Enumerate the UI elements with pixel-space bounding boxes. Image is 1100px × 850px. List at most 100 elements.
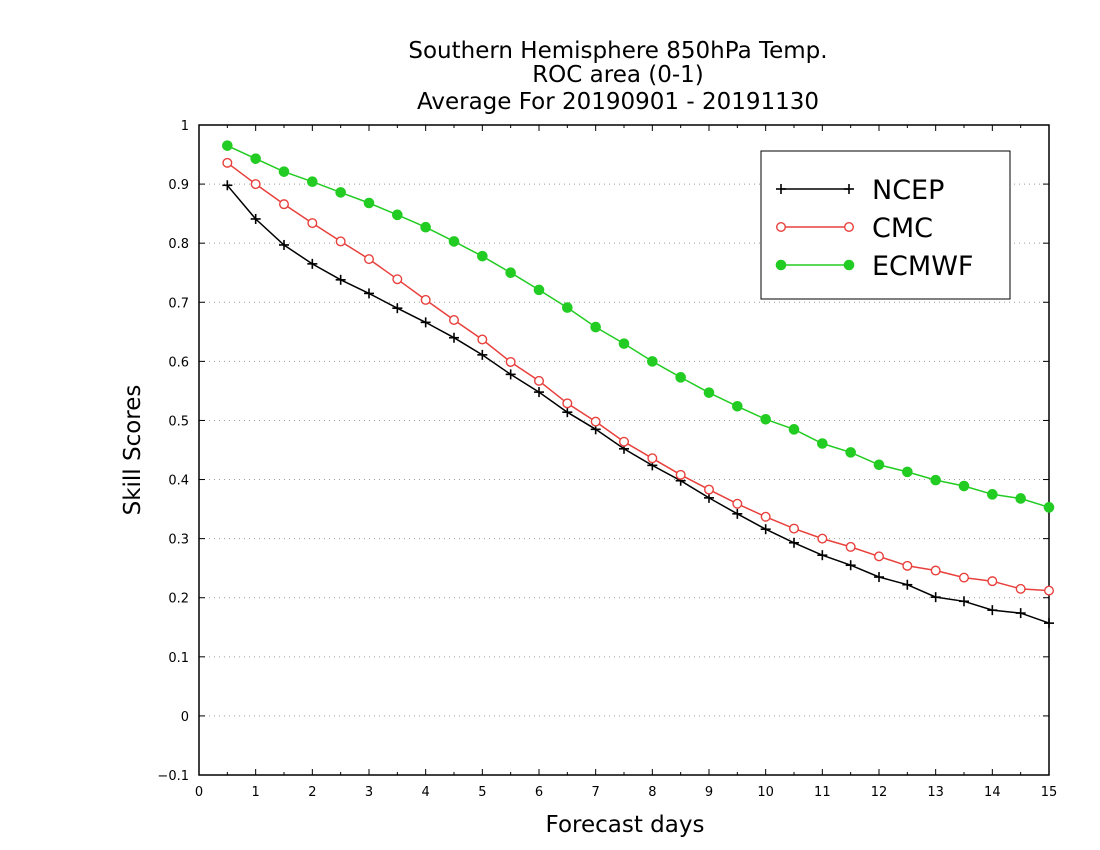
- legend: NCEP CMC ECMWF: [760, 150, 1011, 300]
- data-point-cmc: [307, 218, 318, 229]
- x-tick-label: 5: [478, 785, 486, 800]
- data-point-cmc: [392, 274, 403, 285]
- data-point-cmc: [534, 375, 545, 386]
- data-point-ecmwf: [590, 321, 601, 333]
- data-point-ecmwf: [760, 413, 771, 425]
- data-point-cmc: [562, 398, 573, 409]
- chart-title-line-3: Average For 20190901 - 20191130: [417, 89, 819, 115]
- data-point-ecmwf: [335, 187, 346, 198]
- data-point-ecmwf: [363, 197, 375, 209]
- data-point-ecmwf: [392, 209, 403, 221]
- grid-lines: [199, 183, 1049, 717]
- legend-box: [760, 150, 1011, 300]
- data-point-cmc: [420, 294, 431, 305]
- x-tick-label: 0: [195, 785, 203, 800]
- data-point-cmc: [987, 576, 998, 587]
- x-tick-label: 4: [422, 785, 430, 800]
- data-point-ecmwf: [788, 424, 800, 435]
- legend-marker-cmc: [776, 221, 787, 232]
- x-tick-label: 15: [1041, 785, 1058, 800]
- data-point-cmc: [817, 533, 828, 544]
- data-point-cmc: [845, 541, 856, 552]
- data-point-cmc: [732, 498, 743, 509]
- data-point-ecmwf: [618, 338, 630, 349]
- x-tick-label: 3: [365, 785, 373, 800]
- data-point-cmc: [930, 565, 941, 576]
- data-point-cmc: [250, 179, 261, 190]
- series-ecmwf: [222, 140, 1055, 513]
- data-point-cmc: [222, 157, 233, 168]
- data-point-ecmwf: [448, 236, 460, 247]
- y-tick-label: −0.1: [157, 769, 189, 784]
- data-point-ecmwf: [902, 466, 913, 478]
- data-point-ecmwf: [873, 459, 885, 471]
- data-point-ecmwf: [1015, 493, 1026, 504]
- data-point-ecmwf: [958, 480, 970, 492]
- data-point-cmc: [789, 523, 800, 534]
- y-axis-label: Skill Scores: [120, 385, 146, 516]
- y-tick-label: 1: [181, 119, 189, 134]
- axis-ticks: −0.100.10.20.30.40.50.60.70.80.910 1 2 3 4 5 6…: [157, 119, 1057, 800]
- data-point-ecmwf: [562, 302, 573, 313]
- x-tick-label: 6: [535, 785, 543, 800]
- data-point-ecmwf: [647, 356, 658, 367]
- data-point-ecmwf: [222, 140, 233, 151]
- data-point-ecmwf: [817, 438, 828, 449]
- data-point-ecmwf: [703, 387, 715, 398]
- data-point-ecmwf: [987, 489, 998, 500]
- data-point-cmc: [505, 356, 516, 367]
- y-tick-label: 0.2: [168, 592, 189, 607]
- legend-label-ncep: NCEP: [872, 175, 944, 206]
- data-point-ecmwf: [477, 250, 488, 262]
- data-point-ecmwf: [675, 372, 686, 383]
- chart-title-line-1: Southern Hemisphere 850hPa Temp.: [408, 38, 827, 64]
- data-point-cmc: [449, 315, 460, 326]
- data-point-ecmwf: [732, 400, 743, 412]
- series-line-ncep: [226, 184, 1050, 624]
- x-tick-label: 12: [871, 785, 888, 800]
- y-tick-label: 0.1: [168, 651, 189, 666]
- data-point-ecmwf: [845, 447, 856, 458]
- plot-frame: [198, 124, 1050, 776]
- x-tick-label: 1: [252, 785, 260, 800]
- x-tick-label: 14: [984, 785, 1001, 800]
- data-point-cmc: [704, 484, 715, 495]
- y-tick-label: 0.4: [168, 474, 189, 489]
- series-lines: [222, 140, 1055, 629]
- data-point-cmc: [647, 453, 658, 464]
- series-ncep: [222, 180, 1054, 629]
- y-tick-label: 0.5: [168, 414, 189, 429]
- data-point-cmc: [364, 254, 375, 265]
- y-tick-label: 0.6: [168, 355, 189, 370]
- data-point-ecmwf: [1043, 502, 1055, 513]
- data-point-cmc: [1015, 583, 1026, 594]
- data-point-cmc: [279, 199, 290, 210]
- data-point-cmc: [619, 436, 630, 447]
- y-tick-label: 0.7: [168, 296, 189, 311]
- x-tick-label: 10: [757, 785, 774, 800]
- legend-marker-ecmwf: [775, 259, 787, 271]
- data-point-ecmwf: [278, 166, 290, 177]
- data-point-cmc: [874, 551, 885, 562]
- legend-label-ecmwf: ECMWF: [872, 251, 973, 282]
- x-tick-label: 2: [308, 785, 316, 800]
- y-tick-label: 0: [181, 710, 189, 725]
- data-point-cmc: [959, 572, 970, 583]
- x-tick-label: 7: [592, 785, 600, 800]
- y-tick-label: 0.9: [168, 178, 189, 193]
- data-point-cmc: [477, 334, 488, 345]
- data-point-ecmwf: [420, 221, 431, 233]
- data-point-ecmwf: [533, 284, 545, 296]
- data-point-cmc: [1043, 585, 1054, 596]
- x-axis-label: Forecast days: [546, 812, 705, 838]
- data-point-cmc: [335, 236, 346, 247]
- data-point-ecmwf: [930, 474, 941, 486]
- data-point-ecmwf: [505, 267, 516, 279]
- data-point-cmc: [675, 469, 686, 480]
- x-tick-label: 9: [705, 785, 713, 800]
- legend-label-cmc: CMC: [872, 213, 933, 244]
- data-point-cmc: [590, 416, 601, 427]
- data-point-ecmwf: [307, 176, 318, 188]
- data-point-cmc: [760, 511, 771, 522]
